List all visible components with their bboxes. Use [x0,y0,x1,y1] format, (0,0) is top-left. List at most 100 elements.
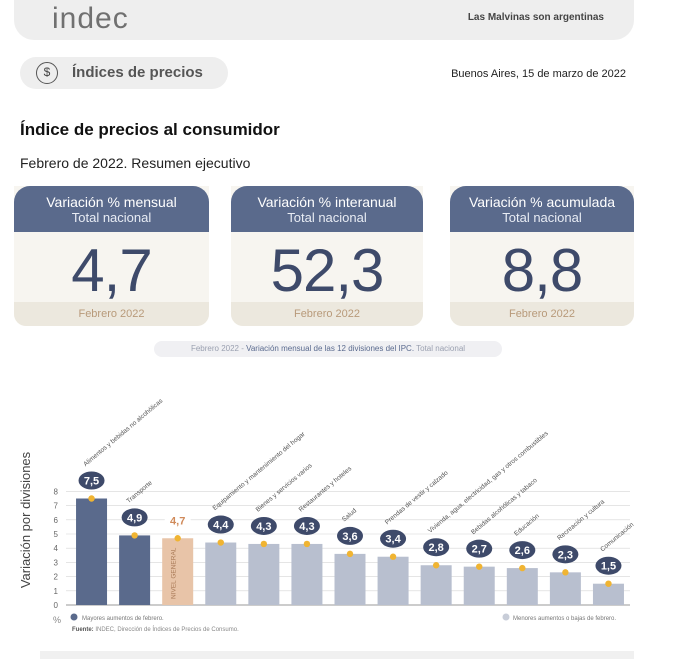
value-bubble [466,539,493,558]
source-note: Fuente: INDEC, Dirección de Índices de P… [72,626,239,633]
card-header: Variación % acumulada Total nacional [450,186,634,232]
legend-low-label: Menores aumentos o bajas de febrero. [513,616,616,622]
y-tick-label: 6 [54,516,59,525]
report-subtitle: Febrero de 2022. Resumen ejecutivo [20,155,251,171]
value-bubble [337,526,363,545]
card-title: Variación % mensual [46,194,177,210]
y-tick-label: 4 [54,544,59,553]
bar[interactable] [463,566,495,605]
bar[interactable] [506,568,538,605]
chart-banner-scope: Total nacional [414,344,466,353]
report-title: Índice de precios al consumidor [20,120,280,139]
card-footer: Febrero 2022 [450,302,634,326]
card-header: Variación % mensual Total nacional [14,186,209,232]
bar[interactable] [549,572,581,605]
bar[interactable] [334,553,366,605]
category-label: NIVEL GENERAL [171,547,178,599]
category-label: Alimentos y bebidas no alcohólicas [82,397,165,468]
indec-logo[interactable]: indec [52,2,129,35]
card-header: Variación % interanual Total nacional [231,186,423,232]
bar[interactable] [119,535,151,605]
value-marker [605,580,612,587]
value-bubble [250,516,277,535]
section-label: Índices de precios [72,64,203,81]
card-value: 8,8 [501,237,583,304]
y-tick-label: 8 [54,487,59,496]
value-marker [303,540,311,548]
value-bubble [423,538,450,557]
value-marker [432,562,440,569]
y-tick-label: 5 [54,530,59,539]
price-index-icon: $ [36,62,58,84]
value-bubble [207,515,234,534]
card-monthly: Variación % mensual Total nacional 4,7 F… [14,186,209,326]
value-marker [562,569,569,576]
value-marker [346,550,354,558]
bar[interactable] [205,542,237,605]
value-bubble [78,471,105,490]
data-label: 4,7 [170,515,185,527]
y-axis-label: Variación por divisiones [18,451,33,588]
card-value: 52,3 [270,237,385,304]
value-marker [476,563,483,570]
card-subtitle: Total nacional [502,210,582,225]
y-tick-label: 2 [54,573,59,582]
bar[interactable] [76,498,108,606]
y-axis-unit: % [53,615,61,625]
bar[interactable] [420,565,452,605]
bar[interactable] [248,543,280,605]
data-label: 4,3 [299,521,314,533]
top-bar: indec Las Malvinas son argentinas [14,0,634,40]
y-tick-label: 7 [54,502,59,511]
bar[interactable] [291,543,323,605]
value-marker [174,535,181,542]
data-label: 2,3 [558,549,573,561]
card-accumulated: Variación % acumulada Total nacional 8,8… [450,186,634,326]
value-bubble [552,545,579,564]
data-label: 4,9 [127,512,142,524]
y-tick-label: 3 [54,558,59,567]
data-label: 3,4 [385,534,401,546]
data-label: 1,5 [601,561,616,573]
data-label: 4,3 [256,521,271,533]
value-bubble [164,511,191,530]
card-subtitle: Total nacional [287,210,367,225]
legend-low-marker [502,613,510,621]
legend-high-marker [70,613,78,621]
card-title: Variación % acumulada [468,194,616,210]
y-tick-label: 0 [54,601,59,610]
value-bubble [509,541,536,560]
bar[interactable] [377,556,409,605]
value-marker [389,553,397,560]
chart-banner-description: Variación mensual de las 12 divisiones d… [246,344,415,353]
category-label: Transporte [125,479,154,505]
value-marker [519,564,526,572]
value-bubble [121,508,148,527]
legend-high-label: Mayores aumentos de febrero. [82,616,164,622]
value-marker [217,539,224,546]
data-label: 7,5 [84,476,99,488]
section-pill[interactable]: $ Índices de precios [20,57,228,89]
chart-banner: Febrero 2022 - Variación mensual de las … [154,341,502,357]
value-bubble [380,529,407,548]
card-value: 4,7 [71,237,152,304]
card-title: Variación % interanual [257,194,397,210]
category-label: Equipamiento y mantenimiento del hogar [212,430,308,512]
value-marker [260,540,268,548]
data-label: 2,8 [429,542,444,554]
division-bar-chart: Variación por divisiones % 0 1 2 3 4 5 6 7 8 NIV… [18,397,636,633]
bar[interactable] [592,583,624,605]
bottom-bar [40,651,634,659]
value-marker [88,495,95,502]
data-label: 2,7 [472,544,487,556]
date-line: Buenos Aires, 15 de marzo de 2022 [451,68,626,80]
slogan: Las Malvinas son argentinas [467,12,604,23]
source-label: Fuente: [72,627,94,633]
source-text: INDEC, Dirección de Índices de Precios d… [94,626,239,633]
card-footer: Febrero 2022 [14,302,209,326]
value-bubble [595,556,622,575]
bar[interactable] [162,538,194,605]
card-yearly: Variación % interanual Total nacional 52… [231,186,423,326]
card-footer: Febrero 2022 [231,302,423,326]
data-label: 4,4 [213,520,229,532]
